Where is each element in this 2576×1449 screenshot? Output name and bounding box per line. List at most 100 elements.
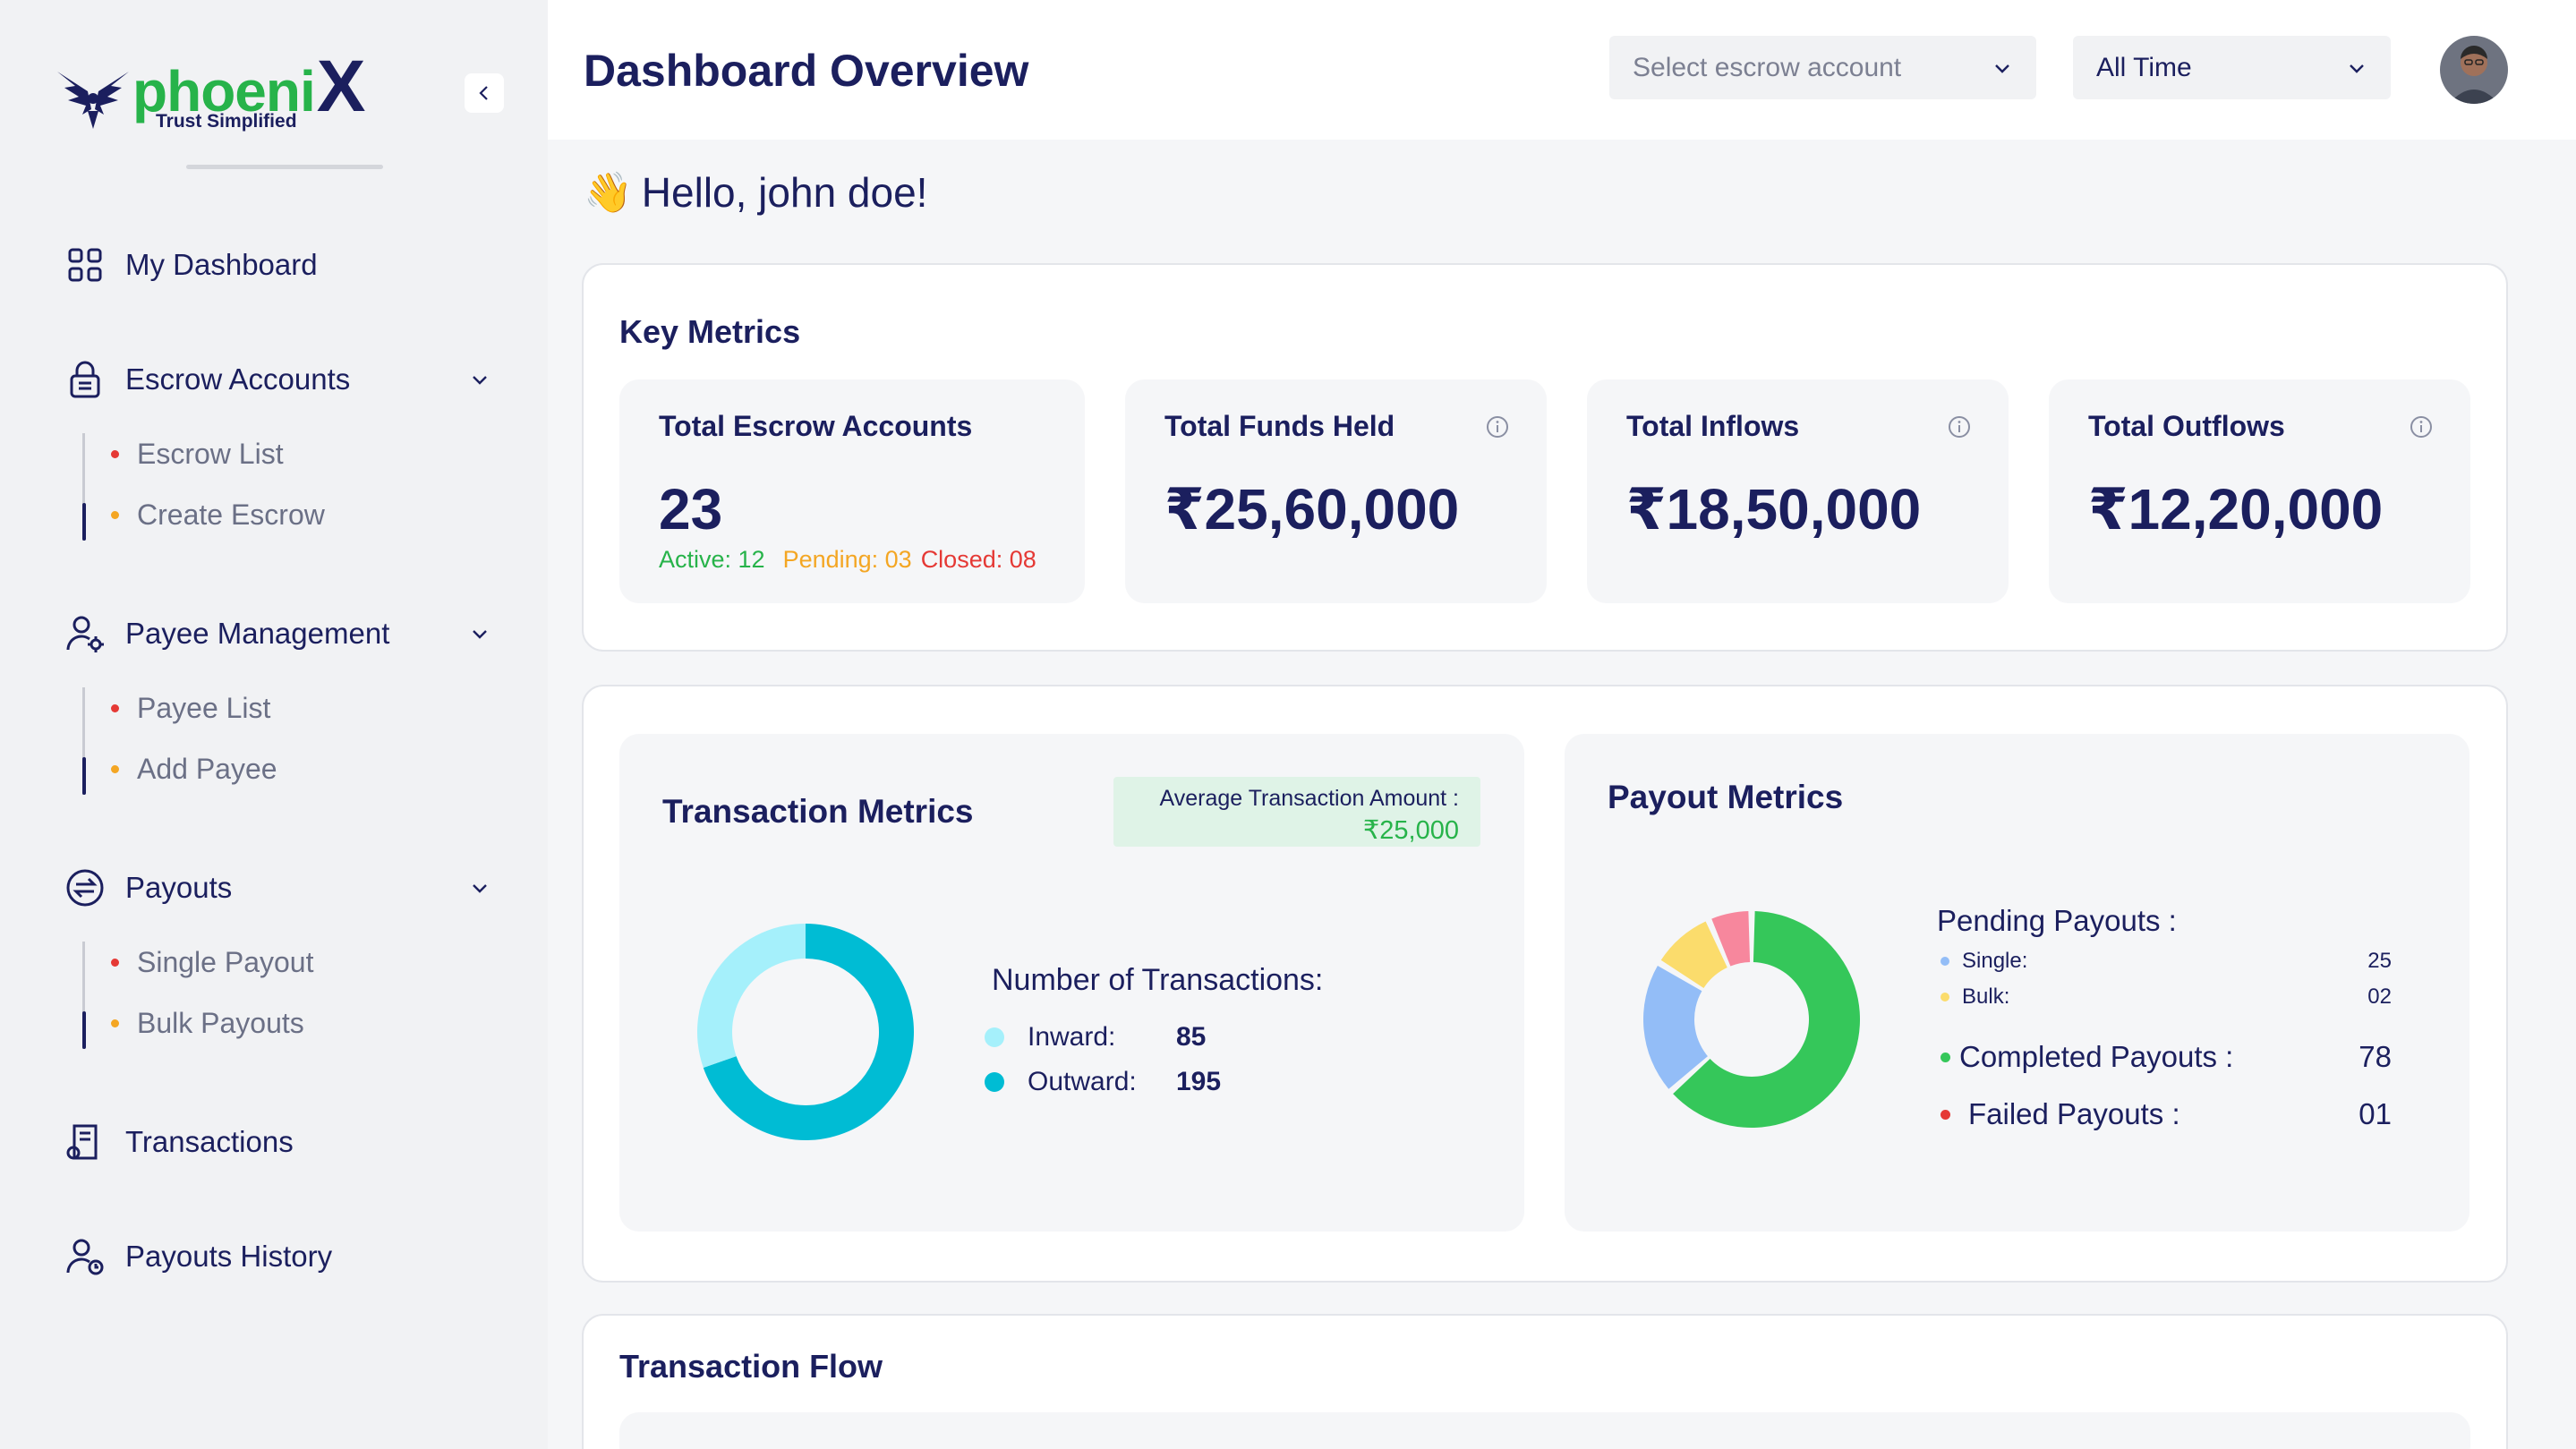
legend-row-outward: Outward: 195 xyxy=(985,1067,1221,1097)
payouts-donut-chart xyxy=(1643,911,1860,1128)
metric-total-funds-held: Total Funds Held ₹25,60,000 xyxy=(1125,379,1547,603)
sidebar-subitem-payee-list[interactable]: Payee List xyxy=(111,687,270,729)
sidebar-subitem-create-escrow[interactable]: Create Escrow xyxy=(111,494,325,535)
subitem-label: Bulk Payouts xyxy=(137,1006,304,1039)
bulk-value: 02 xyxy=(2367,984,2392,1009)
subitem-label: Payee List xyxy=(137,691,271,724)
page-title: Dashboard Overview xyxy=(584,46,1029,96)
sidebar-item-my-dashboard[interactable]: My Dashboard xyxy=(64,240,494,290)
payouts-subnav: Single Payout Bulk Payouts xyxy=(82,942,458,1049)
payout-metrics-title: Payout Metrics xyxy=(1608,779,1844,815)
time-range-select[interactable]: All Time xyxy=(2073,36,2391,99)
legend-dot xyxy=(985,1027,1004,1047)
bullet-dot xyxy=(111,1019,119,1027)
donut-slice-completed[interactable] xyxy=(1673,911,1860,1128)
legend-dot xyxy=(1941,1052,1950,1062)
sidebar-item-payouts-history[interactable]: Payouts History xyxy=(64,1232,494,1282)
key-metrics-title: Key Metrics xyxy=(619,313,801,350)
sidebar-item-transactions[interactable]: Transactions xyxy=(64,1117,494,1167)
user-history-icon xyxy=(64,1236,106,1277)
transactions-legend-title: Number of Transactions: xyxy=(992,963,1324,997)
completed-payouts-row: Completed Payouts : 78 xyxy=(1941,1040,2392,1074)
legend-value: 195 xyxy=(1176,1067,1222,1096)
grid-icon xyxy=(64,244,106,286)
brand-name: phoeni xyxy=(132,59,316,124)
subitem-label: Escrow List xyxy=(137,437,284,470)
metric-total-outflows: Total Outflows ₹12,20,000 xyxy=(2049,379,2470,603)
bullet-dot xyxy=(111,764,119,773)
lock-icon xyxy=(64,359,106,400)
legend-label: Outward: xyxy=(1028,1067,1137,1096)
status-pending: Pending: 03 xyxy=(782,546,912,573)
sidebar-subitem-single-payout[interactable]: Single Payout xyxy=(111,942,313,983)
sidebar-item-escrow-accounts[interactable]: Escrow Accounts xyxy=(64,354,494,405)
subnav-active-indicator xyxy=(82,1011,86,1049)
info-icon[interactable] xyxy=(2410,415,2433,439)
metric-title: Total Inflows xyxy=(1626,410,1800,442)
donut-slice-failed[interactable] xyxy=(1711,911,1751,967)
info-icon[interactable] xyxy=(1948,415,1971,439)
sidebar-item-label: Payouts xyxy=(125,871,233,904)
single-value: 25 xyxy=(2367,949,2392,973)
sidebar-item-label: Payee Management xyxy=(125,617,390,650)
sidebar-collapse-button[interactable] xyxy=(465,73,504,113)
sidebar-item-payouts[interactable]: Payouts xyxy=(64,863,494,913)
subnav-active-indicator xyxy=(82,503,86,541)
chevron-down-icon[interactable] xyxy=(465,365,494,394)
failed-value: 01 xyxy=(2358,1097,2392,1130)
legend-dot xyxy=(1941,993,1949,1002)
subitem-label: Add Payee xyxy=(137,752,277,785)
brand-tagline: Trust Simplified xyxy=(156,111,297,132)
info-icon[interactable] xyxy=(1486,415,1509,439)
failed-label: Failed Payouts : xyxy=(1968,1097,2180,1130)
bullet-dot xyxy=(111,703,119,712)
single-label: Single: xyxy=(1962,949,2028,973)
escrow-account-select[interactable]: Select escrow account xyxy=(1609,36,2036,99)
brand-x: X xyxy=(316,46,366,127)
chevron-down-icon[interactable] xyxy=(465,874,494,902)
receipt-icon xyxy=(64,1121,106,1163)
donut-slice-outward[interactable] xyxy=(703,924,914,1140)
sidebar-subitem-add-payee[interactable]: Add Payee xyxy=(111,748,277,789)
brand-logo[interactable] xyxy=(55,59,360,140)
legend-row-inward: Inward: 85 xyxy=(985,1022,1206,1053)
time-select-value: All Time xyxy=(2096,52,2192,82)
subnav-line xyxy=(82,687,85,795)
subnav-line xyxy=(82,433,85,541)
sidebar: phoeni X Trust Simplified My Dashboard E… xyxy=(0,0,548,1449)
avatar-image xyxy=(2440,36,2508,104)
metric-value: ₹12,20,000 xyxy=(2088,477,2384,541)
subnav-active-indicator xyxy=(82,757,86,795)
payee-subnav: Payee List Add Payee xyxy=(82,687,458,795)
payout-metrics-panel xyxy=(1565,734,2469,1232)
legend-dot xyxy=(985,1072,1004,1092)
legend-value: 85 xyxy=(1176,1022,1207,1052)
chevron-down-icon xyxy=(2350,64,2364,73)
donut-slice-single[interactable] xyxy=(1643,965,1708,1089)
greeting-text: Hello, john doe! xyxy=(641,169,928,216)
user-avatar[interactable] xyxy=(2440,36,2508,104)
metric-value: ₹18,50,000 xyxy=(1626,477,1922,541)
chevron-down-icon xyxy=(1995,64,2009,73)
metric-total-inflows: Total Inflows ₹18,50,000 xyxy=(1587,379,2009,603)
completed-value: 78 xyxy=(2358,1040,2392,1073)
sidebar-subitem-bulk-payouts[interactable]: Bulk Payouts xyxy=(111,1002,304,1044)
average-transaction-badge: Average Transaction Amount : ₹25,000 xyxy=(1113,777,1480,847)
donut-slice-bulk[interactable] xyxy=(1660,921,1727,988)
sidebar-item-payee-management[interactable]: Payee Management xyxy=(64,609,494,659)
avg-transaction-value: ₹25,000 xyxy=(1362,816,1459,845)
failed-payouts-row: Failed Payouts : 01 xyxy=(1941,1097,2392,1131)
sidebar-subitem-escrow-list[interactable]: Escrow List xyxy=(111,433,284,474)
status-closed: Closed: 08 xyxy=(920,546,1036,573)
chevron-down-icon[interactable] xyxy=(465,619,494,648)
bullet-dot xyxy=(111,510,119,519)
exchange-icon xyxy=(64,867,106,908)
sidebar-item-label: Transactions xyxy=(125,1125,294,1158)
avg-transaction-label: Average Transaction Amount : xyxy=(1159,786,1459,811)
transactions-donut-chart xyxy=(697,924,914,1140)
completed-label: Completed Payouts : xyxy=(1959,1040,2234,1073)
metric-title: Total Funds Held xyxy=(1164,410,1395,442)
escrow-subnav: Escrow List Create Escrow xyxy=(82,433,458,541)
logo-divider xyxy=(186,165,383,169)
donut-slice-inward[interactable] xyxy=(697,924,806,1068)
